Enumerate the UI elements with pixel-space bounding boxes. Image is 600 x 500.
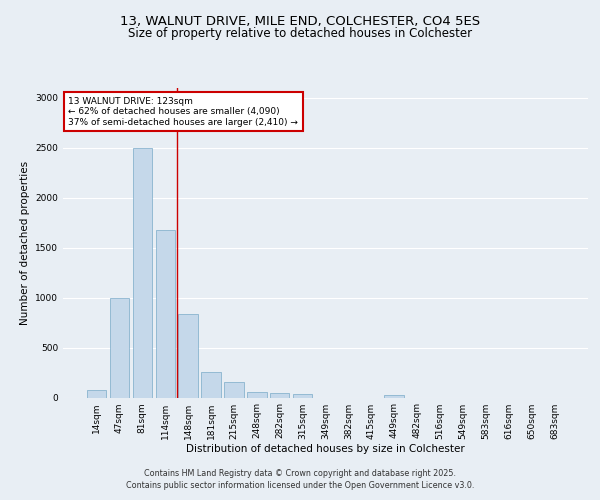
Text: Contains HM Land Registry data © Crown copyright and database right 2025.
Contai: Contains HM Land Registry data © Crown c… xyxy=(126,468,474,490)
Bar xyxy=(110,298,129,398)
Text: Size of property relative to detached houses in Colchester: Size of property relative to detached ho… xyxy=(128,27,472,40)
Bar xyxy=(178,314,198,398)
Bar xyxy=(224,382,244,398)
Bar xyxy=(133,148,152,398)
Bar xyxy=(293,394,313,398)
Bar xyxy=(247,392,266,398)
Y-axis label: Number of detached properties: Number of detached properties xyxy=(20,160,29,324)
Bar xyxy=(270,392,289,398)
Bar xyxy=(155,230,175,398)
Text: 13 WALNUT DRIVE: 123sqm
← 62% of detached houses are smaller (4,090)
37% of semi: 13 WALNUT DRIVE: 123sqm ← 62% of detache… xyxy=(68,97,298,126)
Bar xyxy=(87,390,106,398)
Text: 13, WALNUT DRIVE, MILE END, COLCHESTER, CO4 5ES: 13, WALNUT DRIVE, MILE END, COLCHESTER, … xyxy=(120,14,480,28)
Bar xyxy=(202,372,221,398)
Bar xyxy=(385,394,404,398)
X-axis label: Distribution of detached houses by size in Colchester: Distribution of detached houses by size … xyxy=(186,444,465,454)
